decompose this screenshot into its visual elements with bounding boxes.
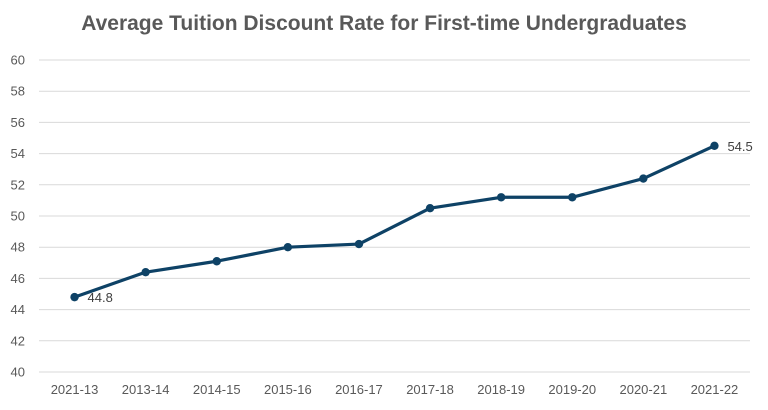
y-tick-label: 54 (11, 146, 25, 161)
data-point (141, 267, 150, 277)
chart-title: Average Tuition Discount Rate for First-… (81, 12, 687, 35)
series-line (72, 144, 717, 299)
data-label: 44.8 (88, 290, 113, 305)
x-tick-label: 2017-18 (406, 382, 454, 397)
y-tick-label: 52 (11, 177, 25, 192)
y-tick-label: 44 (11, 302, 25, 317)
x-tick-label: 2016-17 (335, 382, 383, 397)
y-tick-label: 42 (11, 333, 25, 348)
x-tick-label: 2014-15 (193, 382, 241, 397)
data-point (212, 257, 221, 266)
y-tick-label: 56 (11, 115, 25, 130)
x-tick-label: 2020-21 (619, 382, 667, 397)
data-point (710, 141, 719, 150)
y-tick-label: 50 (11, 209, 25, 224)
y-tick-label: 48 (11, 240, 25, 255)
y-tick-label: 58 (11, 84, 25, 99)
x-tick-label: 2015-16 (264, 382, 312, 397)
data-point (70, 292, 79, 302)
data-point (425, 204, 435, 213)
x-tick-label: 2021-13 (51, 382, 99, 397)
data-label: 54.5 (727, 139, 752, 154)
y-tick-label: 46 (11, 271, 25, 286)
data-point (496, 193, 506, 202)
data-point (568, 193, 577, 202)
data-point (354, 239, 364, 249)
y-tick-label: 60 (11, 53, 25, 68)
x-tick-label: 2019-20 (548, 382, 596, 397)
x-tick-label: 2013-14 (122, 382, 170, 397)
x-tick-label: 2021-22 (691, 382, 739, 397)
y-tick-label: 40 (11, 365, 25, 380)
data-point (639, 174, 648, 183)
data-point (283, 243, 293, 252)
x-tick-label: 2018-19 (477, 382, 525, 397)
